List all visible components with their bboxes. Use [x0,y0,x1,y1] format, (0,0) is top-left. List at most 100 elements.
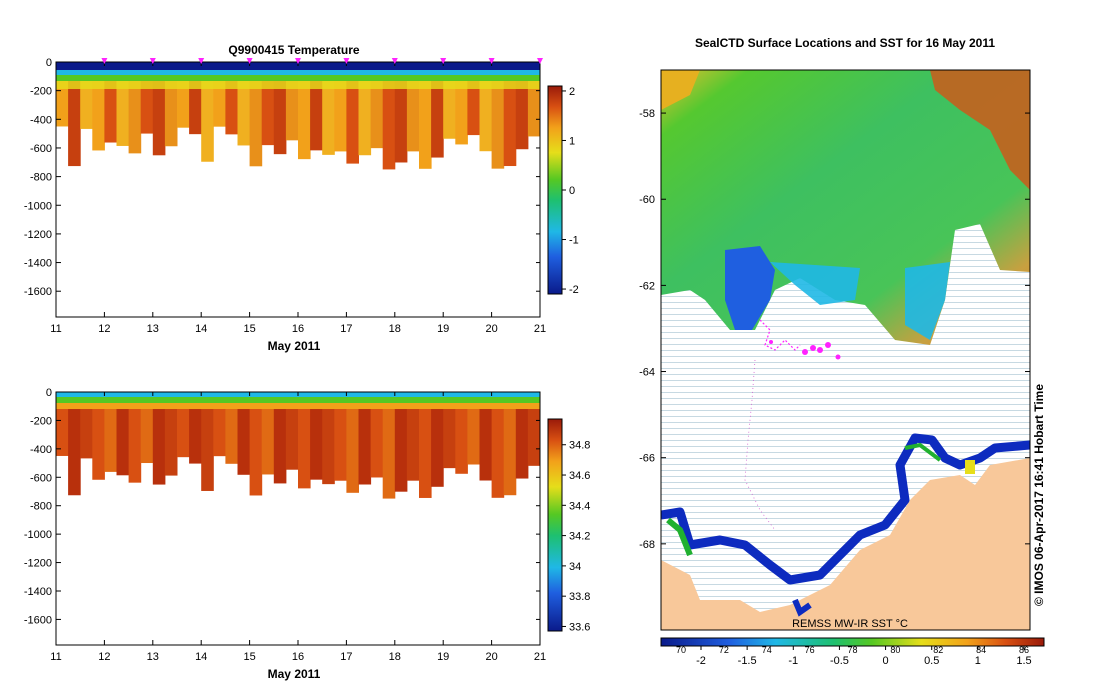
sst-tick-label-celsius: 0 [883,655,889,667]
profile-marker [149,58,156,64]
coastal-cold-water-tip [792,598,812,617]
lat-tick-label: -68 [639,539,655,551]
coastal-cold-water [661,433,1030,585]
temperature-subsurface-layer [56,81,540,89]
x-tick-label: 13 [147,651,159,663]
profile-column [394,392,408,492]
lat-tick-label: -58 [639,108,655,120]
colorbar-tick-label: 1 [569,135,575,147]
sst-product-label: REMSS MW-IR SST °C [792,618,908,630]
y-tick-label: -1600 [24,614,52,626]
profile-column [128,392,142,483]
sst-tick-label-fahrenheit: 70 [676,645,686,655]
sst-tick-label-celsius: 1 [975,655,981,667]
profile-column [467,392,480,465]
profile-marker [488,58,495,64]
imos-credit: © IMOS 06-Apr-2017 16:41 Hobart Time [1032,384,1046,606]
salinity-x-label: May 2011 [268,667,321,681]
x-tick-label: 20 [485,651,497,663]
sst-tick-label-fahrenheit: 82 [933,645,943,655]
x-tick-label: 21 [534,323,546,335]
salinity-y-axis: 0 -200 -400 -600 -800 -1000 -1200 -1400 -1600 [24,387,540,626]
temperature-colorbar-ticks: 2 1 0 -1 -2 [562,86,579,296]
temperature-profile-markers [101,58,543,64]
colorbar-tick-label: 34.8 [569,440,590,452]
x-tick-label: 12 [98,323,110,335]
y-tick-label: -1200 [24,229,52,241]
colorbar-tick-label: 2 [569,86,575,98]
lat-tick-label: -60 [639,194,655,206]
seal-track-faint [744,359,776,531]
lat-tick-label: -66 [639,453,655,465]
temperature-panel: Q9900415 Temperature 0 -200 -400 -600 -800 -1… [24,43,579,353]
y-tick-label: -1400 [24,258,52,270]
y-tick-label: -400 [30,444,52,456]
profile-column [455,392,468,474]
sst-tick-label-celsius: -2 [696,655,706,667]
sst-tick-label-celsius: -1 [788,655,798,667]
sst-tick-label-celsius: -1.5 [738,655,757,667]
map-title: SealCTD Surface Locations and SST for 16… [695,36,995,50]
sst-cool-patch-east [905,262,950,340]
salinity-transition-layer [56,403,540,409]
x-tick-label: 16 [292,323,304,335]
profile-column [273,392,287,484]
x-tick-label: 11 [50,651,61,663]
x-tick-label: 18 [389,651,401,663]
temperature-y-axis: 0 -200 -400 -600 -800 -1000 -1200 -1400 -1600 [24,57,540,298]
salinity-section [56,392,541,499]
x-tick-label: 11 [50,323,61,335]
seal-location-point [817,347,823,353]
temperature-section [56,62,541,170]
profile-column [406,392,420,481]
sst-tick-label-fahrenheit: 76 [805,645,815,655]
profile-column [116,392,130,476]
x-tick-label: 20 [485,323,497,335]
lat-tick-label: -62 [639,280,655,292]
colorbar-tick-label: 34.4 [569,500,590,512]
seal-location-point [802,349,808,355]
sst-colorbar-ticks: -2 -1.5 -1 -0.5 0 0.5 1 1.5 70 72 74 76 78 80 82 84 86 [676,645,1032,667]
map-latitude-axis: -58 -60 -62 -64 -66 -68 [639,108,1030,551]
temperature-transition-layer [56,70,540,75]
profile-column [479,392,493,481]
salinity-panel: 0 -200 -400 -600 -800 -1000 -1200 -1400 -1600 11… [24,387,591,681]
profile-column [189,392,202,464]
profile-column [298,392,311,489]
profile-marker [343,58,350,64]
temperature-colorbar [547,85,563,295]
salinity-colorbar [547,418,563,632]
antarctic-land [661,458,1030,630]
seal-location-point [835,354,841,360]
profile-column [443,392,456,469]
map-panel: SealCTD Surface Locations and SST for 16… [639,36,1046,667]
colorbar-tick-label: 34 [569,561,581,573]
colorbar-tick-label: 33.8 [569,591,590,603]
temperature-mixing-layer [56,75,540,81]
seal-location-point [810,345,816,351]
colorbar-tick-label: 34.2 [569,531,590,543]
seal-location-point [769,340,773,344]
y-tick-label: -1200 [24,558,52,570]
salinity-x-axis: 11 12 13 14 15 16 17 18 19 20 21 [50,392,546,663]
y-tick-label: -400 [30,114,52,126]
y-tick-label: -1000 [24,529,52,541]
x-tick-label: 18 [389,323,401,335]
profile-column [358,392,372,485]
x-tick-label: 17 [340,651,352,663]
profile-column [310,392,323,480]
profile-column [285,392,299,470]
profile-column [334,392,347,481]
profile-column [201,392,214,491]
map-area [661,70,1030,630]
sst-tick-label-celsius: 0.5 [924,655,939,667]
salinity-halocline-layer [56,397,540,403]
seal-track [759,319,801,351]
profile-marker [101,58,108,64]
profile-column [419,392,432,498]
sst-warm-corner [661,70,700,110]
profile-marker [440,58,447,64]
seal-location-point [825,342,831,348]
coastal-green-band-east [904,442,942,462]
profile-column [104,392,117,472]
